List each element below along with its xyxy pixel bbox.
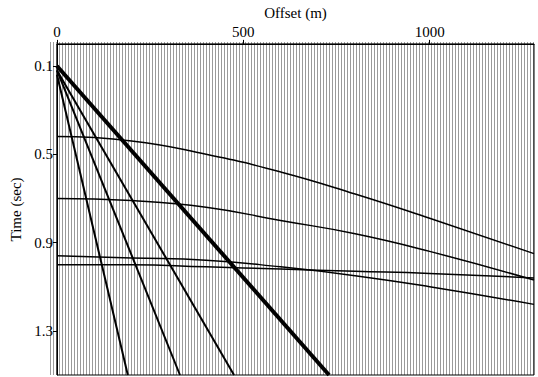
svg-text:0.1: 0.1 xyxy=(34,58,53,74)
svg-text:Time (sec): Time (sec) xyxy=(8,177,25,241)
svg-text:Offset (m): Offset (m) xyxy=(264,5,327,22)
svg-text:1000: 1000 xyxy=(415,24,445,40)
svg-text:500: 500 xyxy=(232,24,255,40)
svg-text:0: 0 xyxy=(53,24,61,40)
svg-text:1.3: 1.3 xyxy=(34,323,53,339)
svg-text:0.5: 0.5 xyxy=(34,146,53,162)
svg-text:0.9: 0.9 xyxy=(34,235,53,251)
